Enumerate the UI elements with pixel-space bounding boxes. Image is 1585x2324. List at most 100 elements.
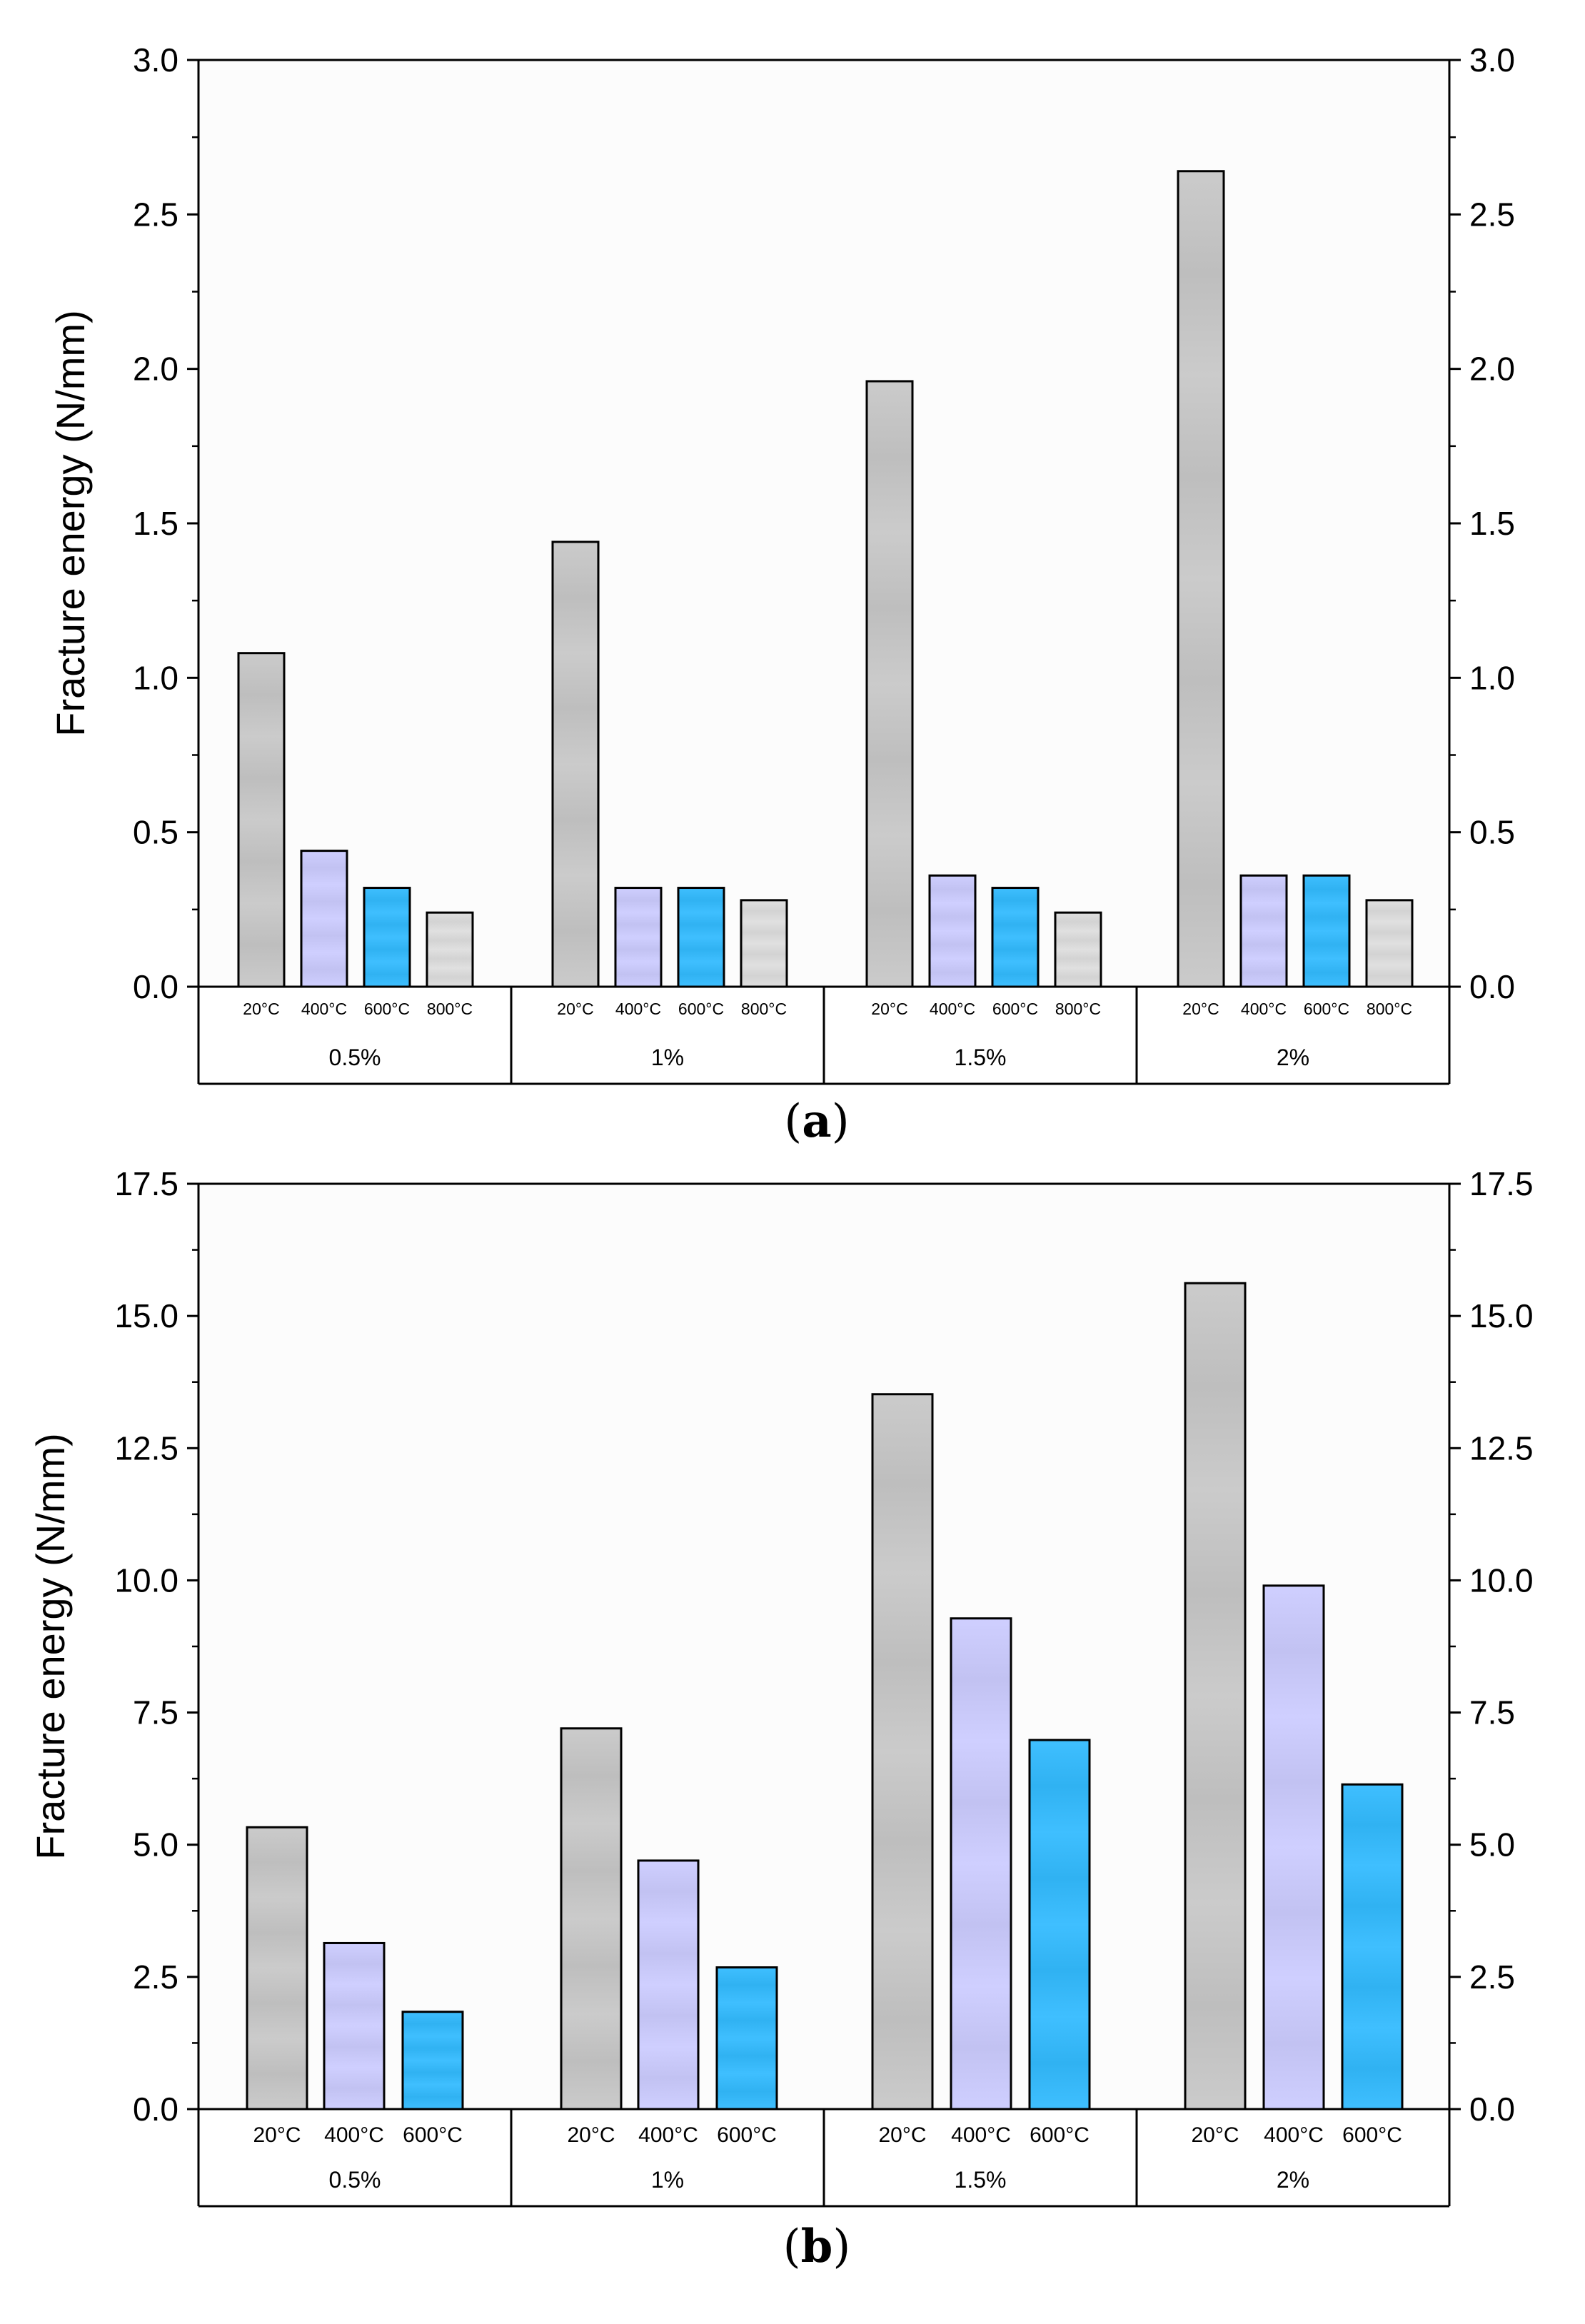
category-tick-label: 400°C: [1241, 1000, 1287, 1018]
bar-2pct-400c: [1239, 874, 1288, 988]
bar-1pct-20c: [551, 540, 600, 988]
category-tick-label: 800°C: [1367, 1000, 1412, 1018]
category-tick-label: 600°C: [1030, 2123, 1090, 2147]
bar-0_5pct-400c: [323, 1941, 386, 2111]
category-tick-label: 800°C: [1055, 1000, 1101, 1018]
category-tick-label: 600°C: [403, 2123, 463, 2147]
y-tick-label-left: 2.0: [133, 351, 178, 388]
category-tick-label: 600°C: [1304, 1000, 1349, 1018]
bar-1pct-20c: [560, 1727, 623, 2111]
y-tick-label-left: 1.5: [133, 505, 178, 542]
bar-2pct-20c: [1184, 1282, 1247, 2111]
bar-1_5pct-20c: [871, 1393, 934, 2111]
y-tick-label-right: 3.0: [1469, 41, 1515, 79]
category-tick-label: 600°C: [992, 1000, 1038, 1018]
y-tick-label-right: 0.5: [1469, 814, 1515, 851]
bar-2pct-600c: [1341, 1783, 1404, 2111]
category-tick-label: 400°C: [1264, 2123, 1324, 2147]
category-tick-label: 600°C: [717, 2123, 777, 2147]
bar-0_5pct-800c: [426, 911, 474, 988]
panel-label: (b): [783, 2220, 851, 2273]
y-tick-label-right: 2.5: [1469, 1958, 1515, 1996]
bar-1pct-400c: [637, 1859, 700, 2111]
y-tick-label-right: 2.0: [1469, 351, 1515, 388]
category-tick-label: 20°C: [1182, 1000, 1219, 1018]
bar-1pct-600c: [677, 887, 725, 988]
y-tick-label-left: 17.5: [114, 1165, 178, 1202]
y-tick-label-right: 0.0: [1469, 968, 1515, 1005]
y-tick-label-right: 10.0: [1469, 1561, 1534, 1599]
bar-2pct-20c: [1177, 170, 1225, 988]
y-tick-label-left: 1.0: [133, 659, 178, 696]
bar-0_5pct-400c: [300, 850, 348, 988]
y-tick-label-left: 5.0: [133, 1826, 178, 1863]
bar-2pct-800c: [1365, 899, 1414, 988]
y-tick-label-left: 7.5: [133, 1694, 178, 1731]
y-axis-title: Fracture energy (N/mm): [48, 310, 93, 736]
category-tick-label: 20°C: [871, 1000, 907, 1018]
panel-label: (a): [784, 1095, 849, 1148]
category-tick-label: 400°C: [301, 1000, 347, 1018]
category-tick-label: 400°C: [324, 2123, 384, 2147]
y-tick-label-left: 10.0: [114, 1561, 178, 1599]
category-tick-label: 20°C: [1191, 2123, 1239, 2147]
category-tick-label: 400°C: [930, 1000, 975, 1018]
bar-2pct-600c: [1302, 874, 1351, 988]
category-tick-label: 800°C: [427, 1000, 473, 1018]
y-tick-label-left: 15.0: [114, 1297, 178, 1334]
category-tick-label: 20°C: [878, 2123, 926, 2147]
category-tick-label: 400°C: [615, 1000, 661, 1018]
category-tick-label: 20°C: [253, 2123, 301, 2147]
bar-0_5pct-20c: [237, 652, 286, 988]
group-label: 0.5%: [329, 2167, 381, 2193]
y-tick-label-right: 12.5: [1469, 1429, 1534, 1467]
y-tick-label-left: 0.0: [133, 2091, 178, 2128]
y-tick-label-left: 3.0: [133, 41, 178, 79]
group-label: 1%: [651, 2167, 684, 2193]
bar-2pct-400c: [1262, 1584, 1325, 2111]
group-label: 2%: [1277, 2167, 1309, 2193]
category-tick-label: 400°C: [951, 2123, 1011, 2147]
chart-panel-a: 0.0 0.0 0.5 0.5 1.0 1.0 1.5 1.5 2.0 2.0 2.5 2.5 3.0 3…: [48, 41, 1515, 1148]
category-tick-label: 20°C: [557, 1000, 593, 1018]
group-label: 1.5%: [955, 2167, 1007, 2193]
y-tick-label-right: 15.0: [1469, 1297, 1534, 1334]
group-label: 2%: [1277, 1045, 1309, 1070]
chart-panel-b: 0.0 0.0 2.5 2.5 5.0 5.0 7.5 7.5 10.0 10.0 12.5 12.5…: [28, 1165, 1534, 2273]
group-label: 1%: [651, 1045, 684, 1070]
bar-1_5pct-400c: [928, 874, 977, 988]
y-tick-label-right: 5.0: [1469, 1826, 1515, 1863]
category-tick-label: 400°C: [638, 2123, 698, 2147]
category-tick-label: 800°C: [741, 1000, 787, 1018]
y-tick-label-right: 2.5: [1469, 196, 1515, 233]
bar-1_5pct-800c: [1054, 911, 1102, 988]
plot-area: [198, 1184, 1449, 2109]
bar-1_5pct-600c: [991, 887, 1040, 988]
bar-1_5pct-400c: [950, 1617, 1012, 2111]
category-tick-label: 20°C: [567, 2123, 615, 2147]
bar-1pct-400c: [614, 887, 663, 988]
category-tick-label: 600°C: [364, 1000, 410, 1018]
y-tick-label-left: 2.5: [133, 196, 178, 233]
y-axis-title: Fracture energy (N/mm): [28, 1433, 73, 1859]
bar-1pct-600c: [715, 1966, 778, 2111]
category-tick-label: 20°C: [243, 1000, 279, 1018]
bar-0_5pct-20c: [246, 1826, 308, 2111]
y-tick-label-right: 1.5: [1469, 505, 1515, 542]
bar-0_5pct-600c: [363, 887, 411, 988]
y-tick-label-right: 0.0: [1469, 2091, 1515, 2128]
plot-area: [198, 60, 1449, 987]
y-tick-label-left: 12.5: [114, 1429, 178, 1467]
category-tick-label: 600°C: [678, 1000, 724, 1018]
group-label: 0.5%: [329, 1045, 381, 1070]
bar-1_5pct-600c: [1028, 1739, 1091, 2111]
y-tick-label-right: 7.5: [1469, 1694, 1515, 1731]
bar-1_5pct-20c: [865, 380, 914, 988]
bar-0_5pct-600c: [401, 2011, 464, 2111]
y-tick-label-left: 0.5: [133, 814, 178, 851]
y-tick-label-right: 1.0: [1469, 659, 1515, 696]
y-tick-label-left: 2.5: [133, 1958, 178, 1996]
bar-1pct-800c: [740, 899, 788, 988]
category-tick-label: 600°C: [1342, 2123, 1402, 2147]
